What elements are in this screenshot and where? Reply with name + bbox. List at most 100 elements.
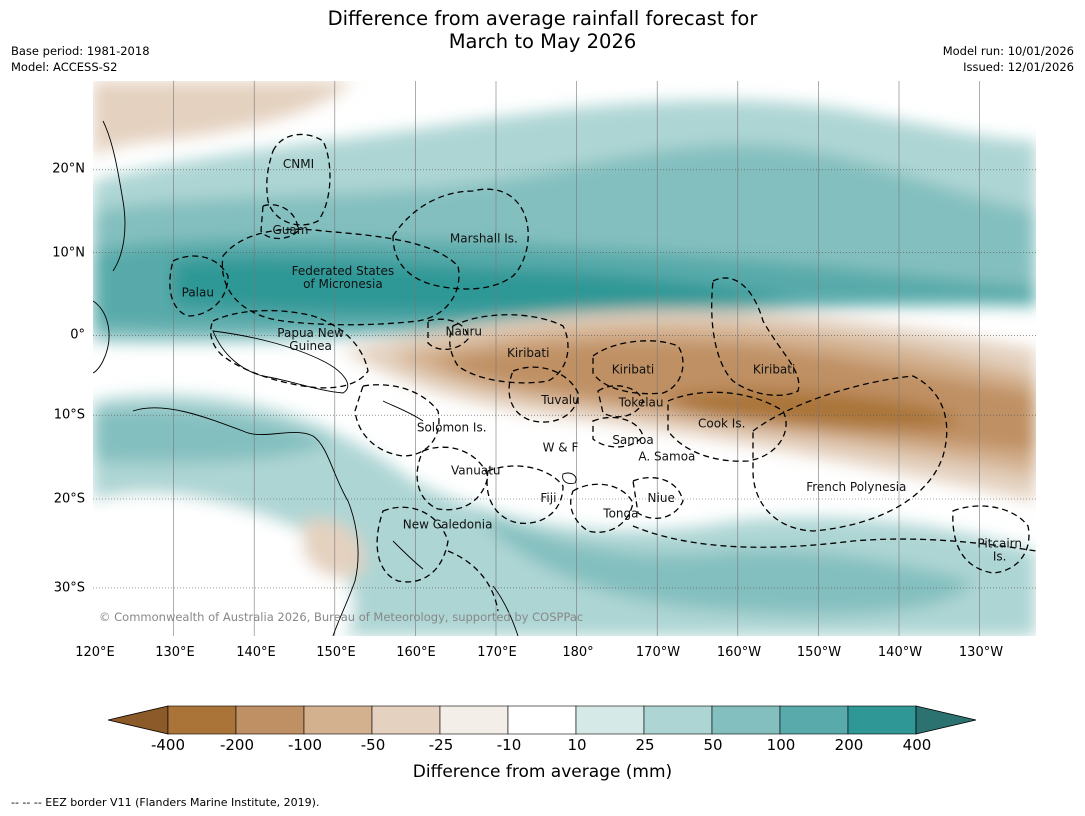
region-label-tokelau: Tokelau <box>618 396 664 410</box>
region-label-is: Is. <box>993 550 1007 564</box>
region-label-french-polynesia: French Polynesia <box>806 480 906 494</box>
colorbar-bin-10 <box>779 705 849 735</box>
new-zealand-coast <box>492 585 519 636</box>
eez-tokelau <box>597 385 644 418</box>
region-label-kiribati: Kiribati <box>507 346 549 360</box>
lon-tick-150e: 150°E <box>316 645 356 660</box>
lon-tick-170w: 170°W <box>635 645 681 660</box>
colorbar-bin-4 <box>371 705 441 735</box>
eez-png <box>210 309 369 389</box>
eez-pitcairn <box>952 505 1030 574</box>
lon-tick-160w: 160°W <box>716 645 762 660</box>
cb-tick-m100: -100 <box>287 736 323 754</box>
solomon-coast <box>382 400 424 422</box>
run-info: Model run: 10/01/2026 Issued: 12/01/2026 <box>943 43 1074 75</box>
lat-tick-30s: 30°S <box>53 580 85 596</box>
region-label-niue: Niue <box>648 491 675 505</box>
eez-guam <box>260 204 299 240</box>
coastlines <box>93 120 577 636</box>
region-label-vanuatu: Vanuatu <box>451 464 501 478</box>
eez-fiji <box>486 465 564 524</box>
eez-niue <box>632 477 684 519</box>
region-label-palau: Palau <box>182 285 214 299</box>
base-info: Base period: 1981-2018 Model: ACCESS-S2 <box>11 43 150 75</box>
lon-tick-130e: 130°E <box>155 645 195 660</box>
region-label-cnmi: CNMI <box>283 157 314 171</box>
eez-kiribati-phoenix <box>592 340 684 395</box>
lon-tick-160e: 160°E <box>396 645 436 660</box>
eez-kiribati-line <box>711 277 800 396</box>
region-label-of-micronesia: of Micronesia <box>303 277 383 291</box>
graticule <box>93 169 1036 589</box>
region-label-samoa: Samoa <box>612 433 653 447</box>
lon-tick-130w: 130°W <box>958 645 1004 660</box>
colorbar-label: Difference from average (mm) <box>412 762 673 782</box>
cb-tick-25: 25 <box>635 736 655 754</box>
eez-borders <box>169 133 1036 612</box>
colorbar-extension-high <box>915 705 977 735</box>
lon-tick-170e: 170°E <box>477 645 517 660</box>
philippines-coast <box>102 120 126 272</box>
cb-tick-m10: -10 <box>496 736 522 754</box>
cb-tick-50: 50 <box>703 736 723 754</box>
lon-tick-140e: 140°E <box>236 645 276 660</box>
colorbar-bin-6 <box>507 705 577 735</box>
south-wet-mid <box>473 511 973 615</box>
eez-tonga <box>570 483 634 533</box>
eez-nauru <box>427 318 469 350</box>
region-label-guinea: Guinea <box>289 339 332 353</box>
anomaly-field <box>93 81 1036 636</box>
north-wet-core <box>173 257 793 314</box>
cb-tick-400: 400 <box>902 736 932 754</box>
lat-tick-10n: 10°N <box>52 245 85 261</box>
lat-tick-20n: 20°N <box>52 161 85 177</box>
lon-tick-180: 180° <box>562 645 594 660</box>
region-label-new-caledonia: New Caledonia <box>403 517 493 531</box>
eez-cook <box>667 391 787 462</box>
region-label-solomon-is: Solomon Is. <box>417 420 487 434</box>
colorbar-extension-low <box>108 705 169 735</box>
eez-tuvalu <box>508 366 579 423</box>
colorbar <box>108 705 977 735</box>
issued-date: Issued: 12/01/2026 <box>963 60 1074 74</box>
region-label-guam: Guam <box>273 223 309 237</box>
eez-samoa <box>592 416 644 448</box>
region-label-fiji: Fiji <box>540 491 556 505</box>
map-title: Difference from average rainfall forecas… <box>0 7 1085 53</box>
model-name: Model: ACCESS-S2 <box>11 60 118 74</box>
title-line-1: Difference from average rainfall forecas… <box>327 7 758 30</box>
cb-tick-m200: -200 <box>219 736 255 754</box>
region-label-kiribati: Kiribati <box>612 362 654 376</box>
cb-tick-m400: -400 <box>150 736 186 754</box>
colorbar-bin-5 <box>439 705 509 735</box>
base-period: Base period: 1981-2018 <box>11 44 150 58</box>
colorbar-bin-2 <box>235 705 305 735</box>
lat-tick-10s: 10°S <box>53 407 85 423</box>
lat-tick-20s: 20°S <box>53 491 85 507</box>
lon-tick-150w: 150°W <box>796 645 842 660</box>
australia-coast <box>132 407 359 636</box>
cb-tick-m50: -50 <box>360 736 386 754</box>
eq-dry-core <box>672 390 955 429</box>
lat-tick-0: 0° <box>70 327 85 343</box>
colorbar-bin-7 <box>575 705 645 735</box>
title-line-2: March to May 2026 <box>448 30 637 53</box>
region-label-federated-states: Federated States <box>292 264 394 278</box>
cb-tick-m25: -25 <box>428 736 454 754</box>
eez-solomon <box>354 384 440 457</box>
eez-cnmi <box>266 133 331 226</box>
lon-tick-120e: 120°E <box>75 645 115 660</box>
cb-tick-200: 200 <box>834 736 864 754</box>
eez-south-border <box>447 525 1036 612</box>
region-label-pitcairn: Pitcairn <box>977 536 1022 550</box>
eez-vanuatu <box>416 446 489 511</box>
colorbar-bin-11 <box>847 705 917 735</box>
copyright-notice: © Commonwealth of Australia 2026, Bureau… <box>99 610 583 624</box>
lon-tick-140w: 140°W <box>877 645 923 660</box>
colorbar-bin-3 <box>303 705 373 735</box>
fiji-coast <box>562 472 577 484</box>
colorbar-bin-1 <box>167 705 237 735</box>
eez-french-polynesia <box>752 375 948 532</box>
